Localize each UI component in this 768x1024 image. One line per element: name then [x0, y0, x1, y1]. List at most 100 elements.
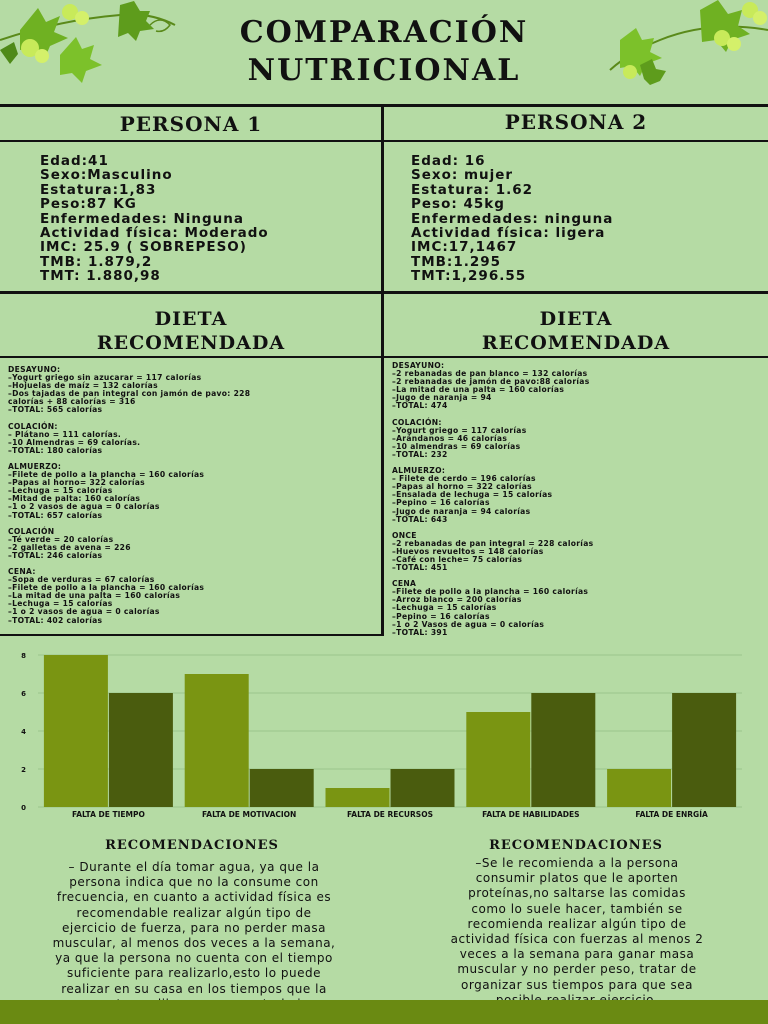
- recommendation-line: –Se le recomienda a la persona: [475, 856, 679, 870]
- diet-item: calorías + 88 calorías = 316: [8, 397, 136, 407]
- diet-item: –Hojuelas de maíz = 132 calorías: [8, 381, 158, 391]
- recommendation-line: ya que la persona no cuenta con el tiemp…: [55, 951, 333, 966]
- divider-top: [0, 104, 768, 107]
- diet-item: –Papas al horno = 322 calorías: [392, 482, 532, 492]
- diet-item: –TOTAL: 246 calorías: [8, 550, 103, 560]
- diet-item: –Café con leche= 75 calorías: [392, 554, 523, 564]
- diet-item: –TOTAL: 451: [392, 563, 448, 573]
- person-2-heading: PERSONA 2: [504, 110, 648, 134]
- x-category-label: FALTA DE ENRGÍA: [635, 810, 708, 819]
- recommendation-line: persona indica que no la consume con: [69, 875, 319, 890]
- bar: [184, 674, 249, 807]
- diet-meal-title: COLACIÓN:: [392, 417, 442, 427]
- x-category-label: FALTA DE RECURSOS: [347, 810, 433, 819]
- diet-meal-block: ONCE –2 rebanadas de pan integral = 228 c…: [392, 530, 764, 573]
- page-title: COMPARACIÓN NUTRICIONAL: [239, 15, 529, 88]
- diet-item: –TOTAL: 232: [392, 449, 448, 459]
- diet-item: –TOTAL: 180 calorías: [8, 445, 103, 455]
- recommendations-heading-2: RECOMENDACIONES: [489, 838, 663, 853]
- recommendation-line: organizar sus tiempos para que sea: [461, 977, 693, 992]
- diet-item: – Filete de cerdo = 196 calorías: [392, 474, 536, 484]
- bar: [43, 655, 108, 807]
- bar-chart: 0 2 4 6 8 FALTA DE TIEMPO FALTA DE MOTIVACION F…: [0, 645, 768, 825]
- diet-item: –2 galletas de avena = 226: [8, 542, 131, 552]
- diet-item: –TOTAL: 643: [392, 514, 448, 524]
- person-1-diet-list: DESAYUNO: –Yogurt griego sin azucarar = 1…: [8, 365, 378, 633]
- diet-item: –Jugo de naranja = 94 calorías: [392, 506, 531, 516]
- bar: [607, 769, 672, 807]
- diet-meal-block: COLACIÓN: –Yogurt griego = 117 calorías –A…: [392, 417, 764, 459]
- diet-item: –1 o 2 vasos de agua = 0 calorías: [8, 607, 160, 617]
- diet-item: –Lechuga = 15 calorías: [392, 603, 497, 613]
- recommendations-text-2: –Se le recomienda a la persona consumir p…: [388, 856, 766, 1008]
- divider-header: [0, 140, 768, 142]
- diet-item: –Filete de pollo a la plancha = 160 calo…: [8, 470, 205, 480]
- y-tick-label: 4: [21, 728, 26, 736]
- diet-meal-title: COLACIÓN: [8, 526, 55, 536]
- bar: [466, 712, 531, 807]
- recommendation-line: consumir platos que le aporten: [475, 871, 679, 886]
- person-2-info: Edad: 16 Sexo: mujer Estatura: 1.62 Peso…: [411, 153, 614, 285]
- diet-item: –TOTAL: 657 calorías: [8, 510, 103, 520]
- recommendations-heading-1: RECOMENDACIONES: [105, 838, 279, 853]
- diet-meal-block: CENA –Filete de pollo a la plancha = 160 …: [392, 580, 764, 637]
- recommendations-text-1: – Durante el día tomar agua, ya que la pe…: [4, 860, 384, 1024]
- bar: [325, 788, 390, 807]
- divider-diet-header: [0, 356, 768, 358]
- vine-leaves-top-left: [0, 1, 176, 83]
- diet-meal-title: ALMUERZO:: [8, 461, 62, 471]
- diet-item: –La mitad de una palta = 160 calorías: [8, 591, 181, 601]
- recommendation-line: recomendable realizar algún tipo de: [76, 905, 312, 920]
- diet-meal-block: DESAYUNO: –Yogurt griego sin azucarar = 1…: [8, 365, 378, 415]
- person-2-diet-heading: DIETA RECOMENDADA: [481, 308, 671, 354]
- diet-item: –Té verde = 20 calorías: [8, 534, 114, 544]
- diet-meal-title: DESAYUNO:: [392, 361, 445, 370]
- y-tick-label: 8: [21, 652, 26, 660]
- person-2-diet-list: DESAYUNO: –2 rebanadas de pan blanco = 13…: [392, 361, 764, 645]
- diet-meal-block: ALMUERZO: –Filete de pollo a la plancha =…: [8, 461, 378, 520]
- diet-item: –Filete de pollo a la plancha = 160 calo…: [392, 587, 589, 597]
- diet-item: –Ensalada de lechuga = 15 calorías: [392, 490, 553, 500]
- diet-item: – Plátano = 111 calorías.: [8, 429, 122, 439]
- diet-item: –Jugo de naranja = 94: [392, 393, 492, 403]
- x-category-label: FALTA DE TIEMPO: [72, 810, 145, 819]
- x-category-label: FALTA DE HABILIDADES: [482, 810, 579, 819]
- bar-chart-svg: 0 2 4 6 8 FALTA DE TIEMPO FALTA DE MOTIVACION F…: [21, 652, 742, 819]
- y-tick-label: 2: [21, 766, 26, 774]
- diet-meal-block: COLACIÓN –Té verde = 20 calorías –2 gallet…: [8, 526, 378, 560]
- diet-item: –TOTAL: 402 calorías: [8, 615, 103, 625]
- bar: [249, 769, 314, 807]
- diet-item: –Sopa de verduras = 67 calorías: [8, 575, 155, 585]
- recommendation-line: ejercicio de fuerza, para no perder masa: [62, 920, 326, 935]
- diet-item: –TOTAL: 474: [392, 401, 448, 411]
- diet-item: –1 o 2 vasos de agua = 0 calorías: [8, 502, 160, 512]
- bar: [672, 693, 737, 807]
- diet-item: –Dos tajadas de pan integral con jamón d…: [8, 389, 251, 399]
- diet-meal-title: ALMUERZO:: [392, 466, 446, 476]
- diet-item: –Lechuga = 15 calorías: [8, 599, 113, 609]
- diet-meal-block: COLACIÓN: – Plátano = 111 calorías. –10 Al…: [8, 422, 378, 455]
- bar: [390, 769, 455, 807]
- diet-item: –2 rebanadas de pan integral = 228 calor…: [392, 538, 594, 548]
- divider-bottom-left: [0, 634, 384, 636]
- diet-item: –Huevos revueltos = 148 calorías: [392, 546, 544, 556]
- recommendation-line: actividad física con fuerzas al menos 2: [450, 932, 704, 947]
- diet-item: –10 almendras = 69 calorías: [392, 441, 521, 451]
- recommendation-line: proteínas,no saltarse las comidas: [468, 886, 686, 901]
- diet-meal-title: CENA:: [8, 566, 36, 576]
- recommendation-line: – Durante el día tomar agua, ya que la: [68, 860, 320, 874]
- recommendation-line: realizar en su casa en los tiempos que l…: [61, 981, 327, 996]
- diet-meal-title: ONCE: [392, 530, 417, 540]
- diet-item: –Arándanos = 46 calorías: [392, 433, 508, 443]
- person-1-info: Edad:41 Sexo:Masculino Estatura:1,83 Pes…: [40, 153, 269, 285]
- bar: [531, 693, 596, 807]
- vine-leaves-top-right: [609, 0, 768, 85]
- y-tick-label: 6: [21, 690, 26, 698]
- recommendation-line: recomienda realizar algún tipo de: [467, 916, 687, 931]
- recommendation-line: muscular, al menos dos veces a la semana…: [52, 936, 336, 951]
- diet-meal-block: CENA: –Sopa de verduras = 67 calorías –Fil…: [8, 566, 378, 625]
- recommendation-line: muscular y no perder peso, tratar de: [457, 962, 697, 977]
- person-1-diet-heading: DIETA RECOMENDADA: [96, 308, 286, 354]
- diet-item: –2 rebanadas de jamón de pavo:88 caloría…: [392, 377, 590, 387]
- diet-item: –TOTAL: 391: [392, 627, 448, 637]
